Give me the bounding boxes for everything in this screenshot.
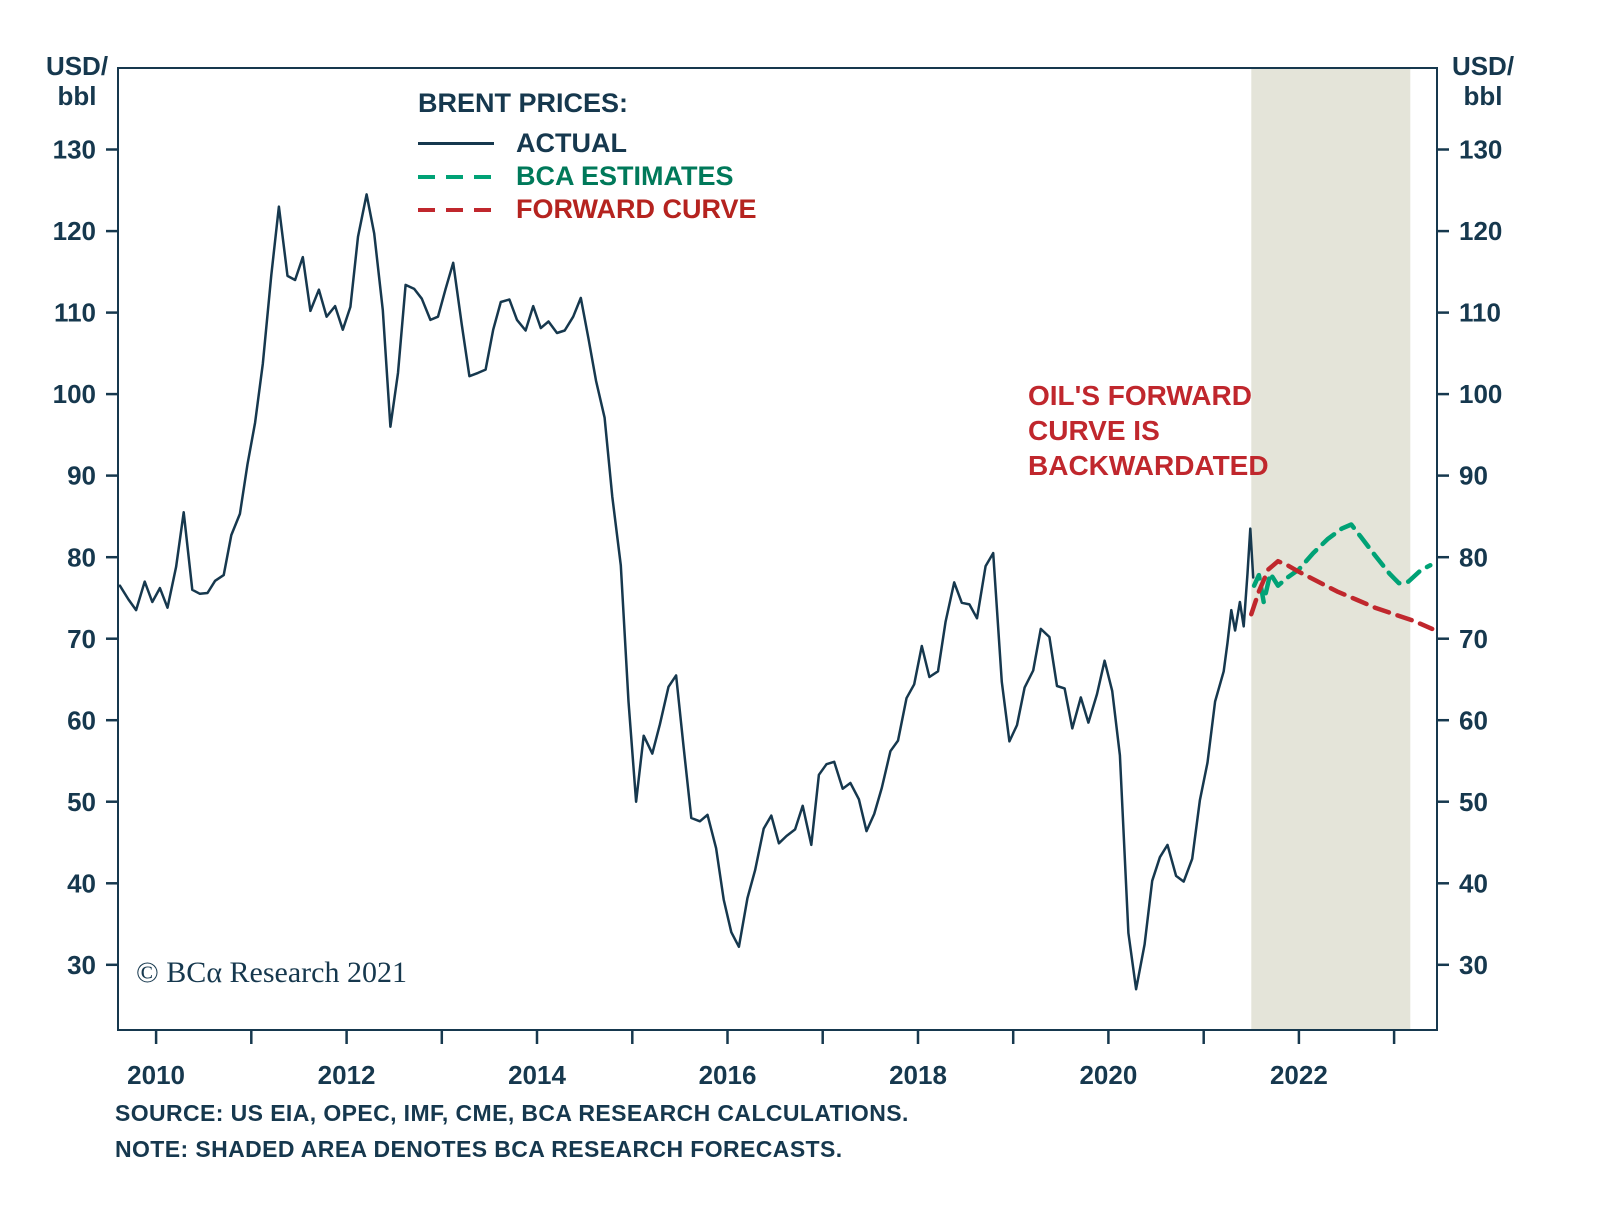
svg-text:30: 30 (67, 950, 96, 980)
source-note: SOURCE: US EIA, OPEC, IMF, CME, BCA RESE… (115, 1100, 909, 1126)
plot-border (117, 67, 1438, 1031)
series-bca-estimates (1251, 522, 1433, 605)
svg-text:40: 40 (67, 868, 96, 898)
svg-text:100: 100 (53, 379, 96, 409)
legend-item-bca-estimates: BCA ESTIMATES (418, 160, 757, 193)
y-axis-unit-right: USD/ bbl (1451, 51, 1515, 111)
svg-text:80: 80 (67, 542, 96, 572)
svg-text:110: 110 (54, 298, 96, 328)
legend-label-actual: ACTUAL (516, 128, 627, 158)
y-axis-ticks: 30 30 40 40 50 50 60 60 70 70 80 80 90 90 100 100 110 110… (53, 135, 1503, 980)
svg-text:60: 60 (67, 705, 96, 735)
backwardation-annotation: OIL'S FORWARD CURVE IS BACKWARDATED (1028, 380, 1269, 481)
shaded-area-note: NOTE: SHADED AREA DENOTES BCA RESEARCH F… (115, 1136, 843, 1162)
svg-text:40: 40 (1459, 868, 1488, 898)
legend-title: BRENT PRICES: (418, 88, 629, 118)
svg-text:2020: 2020 (1079, 1060, 1137, 1090)
svg-text:2022: 2022 (1270, 1060, 1328, 1090)
svg-text:130: 130 (53, 135, 96, 165)
series-forward-curve (1249, 558, 1435, 632)
svg-text:130: 130 (1459, 135, 1502, 165)
x-axis-ticks: 2010 2012 2014 2016 2018 2020 2022 (127, 1030, 1396, 1090)
legend-label-bca-estimates: BCA ESTIMATES (516, 161, 734, 191)
svg-text:30: 30 (1459, 950, 1488, 980)
legend-item-forward-curve: FORWARD CURVE (418, 193, 757, 226)
svg-text:50: 50 (1459, 787, 1488, 817)
forward-curve-dash-swatch (418, 207, 494, 212)
svg-text:110: 110 (1459, 298, 1501, 328)
svg-text:70: 70 (1459, 624, 1488, 654)
svg-text:60: 60 (1459, 705, 1488, 735)
svg-text:80: 80 (1459, 542, 1488, 572)
legend-label-forward-curve: FORWARD CURVE (516, 194, 757, 224)
svg-text:90: 90 (1459, 461, 1488, 491)
svg-text:120: 120 (1459, 216, 1502, 246)
svg-text:70: 70 (67, 624, 96, 654)
svg-text:100: 100 (1459, 379, 1502, 409)
actual-line-swatch (418, 141, 494, 146)
svg-text:2014: 2014 (508, 1060, 566, 1090)
svg-text:90: 90 (67, 461, 96, 491)
svg-text:2018: 2018 (889, 1060, 947, 1090)
legend: BRENT PRICES: ACTUAL BCA ESTIMATES FORWA… (418, 88, 757, 226)
svg-text:2010: 2010 (127, 1060, 185, 1090)
svg-text:2012: 2012 (318, 1060, 376, 1090)
bca-copyright: © BCα Research 2021 (136, 956, 407, 989)
svg-text:120: 120 (53, 216, 96, 246)
forecast-shaded-area (1251, 68, 1411, 1030)
svg-text:50: 50 (67, 787, 96, 817)
y-axis-unit-left: USD/ bbl (45, 51, 109, 111)
series-actual (118, 193, 1255, 991)
bca-estimates-dash-swatch (418, 174, 494, 179)
svg-text:2016: 2016 (699, 1060, 757, 1090)
legend-item-actual: ACTUAL (418, 127, 757, 160)
